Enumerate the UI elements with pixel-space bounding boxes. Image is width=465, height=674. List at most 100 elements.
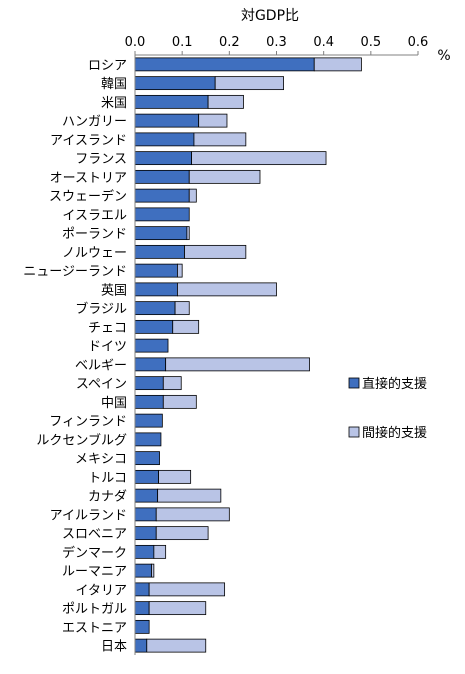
category-label: スペイン bbox=[76, 377, 127, 392]
bar-indirect-support bbox=[151, 563, 155, 578]
bar-direct-support bbox=[134, 469, 159, 484]
category-label: イタリア bbox=[76, 583, 127, 598]
category-label: 米国 bbox=[101, 96, 127, 111]
bar-indirect-support bbox=[186, 226, 190, 241]
category-label: 日本 bbox=[101, 640, 127, 655]
bar-direct-support bbox=[134, 451, 160, 466]
x-tick-label: 0.4 bbox=[313, 35, 334, 50]
bar-indirect-support bbox=[174, 301, 190, 316]
bar-indirect-support bbox=[158, 469, 192, 484]
bar-indirect-support bbox=[165, 357, 310, 372]
bar-indirect-support bbox=[155, 507, 230, 522]
category-label: イスラエル bbox=[62, 208, 127, 223]
x-tick-label: 0.5 bbox=[360, 35, 381, 50]
category-label: ルクセンブルグ bbox=[36, 432, 127, 448]
bar-direct-support bbox=[134, 432, 162, 447]
bar-indirect-support bbox=[148, 601, 207, 616]
bar-direct-support bbox=[134, 526, 157, 541]
bar-indirect-support bbox=[188, 188, 197, 203]
bar-direct-support bbox=[134, 76, 216, 91]
bar-direct-support bbox=[134, 94, 209, 109]
category-label: チェコ bbox=[88, 321, 127, 336]
category-label: ハンガリー bbox=[62, 115, 127, 130]
bar-indirect-support bbox=[177, 282, 277, 297]
bar-direct-support bbox=[134, 638, 148, 653]
category-label: ポーランド bbox=[62, 227, 127, 242]
bar-direct-support bbox=[134, 301, 176, 316]
bar-indirect-support bbox=[153, 544, 167, 559]
bar-direct-support bbox=[134, 563, 152, 578]
legend-label: 直接的支援 bbox=[362, 376, 427, 392]
bar-direct-support bbox=[134, 544, 155, 559]
bar-direct-support bbox=[134, 507, 157, 522]
category-label: エストニア bbox=[62, 621, 127, 636]
category-label: アイスランド bbox=[50, 133, 127, 148]
bar-indirect-support bbox=[177, 263, 183, 278]
category-label: アイルランド bbox=[50, 508, 127, 523]
bar-indirect-support bbox=[207, 94, 244, 109]
category-label: カナダ bbox=[88, 490, 127, 505]
bar-direct-support bbox=[134, 619, 150, 634]
bar-direct-support bbox=[134, 582, 150, 597]
bar-indirect-support bbox=[162, 376, 182, 391]
bar-indirect-support bbox=[146, 638, 207, 653]
bar-indirect-support bbox=[191, 151, 327, 166]
bar-indirect-support bbox=[193, 132, 247, 147]
category-label: スウェーデン bbox=[49, 189, 127, 205]
category-label: ノルウェー bbox=[62, 246, 127, 261]
category-label: ドイツ bbox=[88, 340, 127, 355]
bar-direct-support bbox=[134, 319, 174, 334]
bar-direct-support bbox=[134, 132, 195, 147]
category-label: フィンランド bbox=[49, 415, 127, 430]
bar-direct-support bbox=[134, 226, 188, 241]
chart-title: 対GDP比 bbox=[241, 8, 299, 24]
x-tick-label: 0.0 bbox=[125, 35, 146, 50]
category-label: ポルトガル bbox=[62, 602, 127, 617]
bar-indirect-support bbox=[214, 76, 284, 91]
bar-indirect-support bbox=[184, 244, 247, 259]
category-label: トルコ bbox=[88, 471, 127, 486]
x-axis-ticks: 0.0 0.1 0.2 0.3 0.4 0.5 0.6 bbox=[125, 35, 429, 55]
bar-indirect-support bbox=[162, 394, 197, 409]
category-label: メキシコ bbox=[75, 452, 127, 467]
category-label: スロベニア bbox=[62, 527, 127, 542]
legend-swatch bbox=[348, 426, 360, 438]
bar-direct-support bbox=[134, 169, 190, 184]
bar-direct-support bbox=[134, 244, 185, 259]
x-tick-label: 0.1 bbox=[172, 35, 193, 50]
bar-direct-support bbox=[134, 338, 169, 353]
bar-direct-support bbox=[134, 282, 178, 297]
category-label: オーストリア bbox=[50, 171, 127, 186]
axes bbox=[134, 54, 418, 655]
bar-direct-support bbox=[134, 151, 192, 166]
category-label: 中国 bbox=[101, 396, 127, 411]
bar-direct-support bbox=[134, 376, 164, 391]
bar-direct-support bbox=[134, 113, 200, 128]
bar-direct-support bbox=[134, 394, 164, 409]
category-label: ロシア bbox=[88, 58, 127, 73]
bar-direct-support bbox=[134, 57, 315, 72]
bar-direct-support bbox=[134, 357, 167, 372]
bar-indirect-support bbox=[198, 113, 228, 128]
category-label: ルーマニア bbox=[62, 565, 127, 580]
bars bbox=[134, 57, 362, 653]
category-label: フランス bbox=[75, 152, 127, 167]
bar-indirect-support bbox=[313, 57, 362, 72]
legend-label: 間接的支援 bbox=[362, 425, 427, 441]
bar-indirect-support bbox=[157, 488, 222, 503]
bar-direct-support bbox=[134, 207, 190, 222]
bar-direct-support bbox=[134, 188, 190, 203]
bar-direct-support bbox=[134, 413, 163, 428]
bar-indirect-support bbox=[188, 169, 261, 184]
x-tick-label: 0.3 bbox=[266, 35, 287, 50]
unit-label: % bbox=[437, 48, 450, 64]
bar-indirect-support bbox=[172, 319, 200, 334]
category-label: 英国 bbox=[101, 283, 127, 298]
legend-swatch bbox=[348, 377, 360, 389]
category-label: ブラジル bbox=[75, 301, 127, 317]
x-tick-label: 0.6 bbox=[408, 35, 429, 50]
bar-direct-support bbox=[134, 263, 178, 278]
x-tick-label: 0.2 bbox=[219, 35, 240, 50]
